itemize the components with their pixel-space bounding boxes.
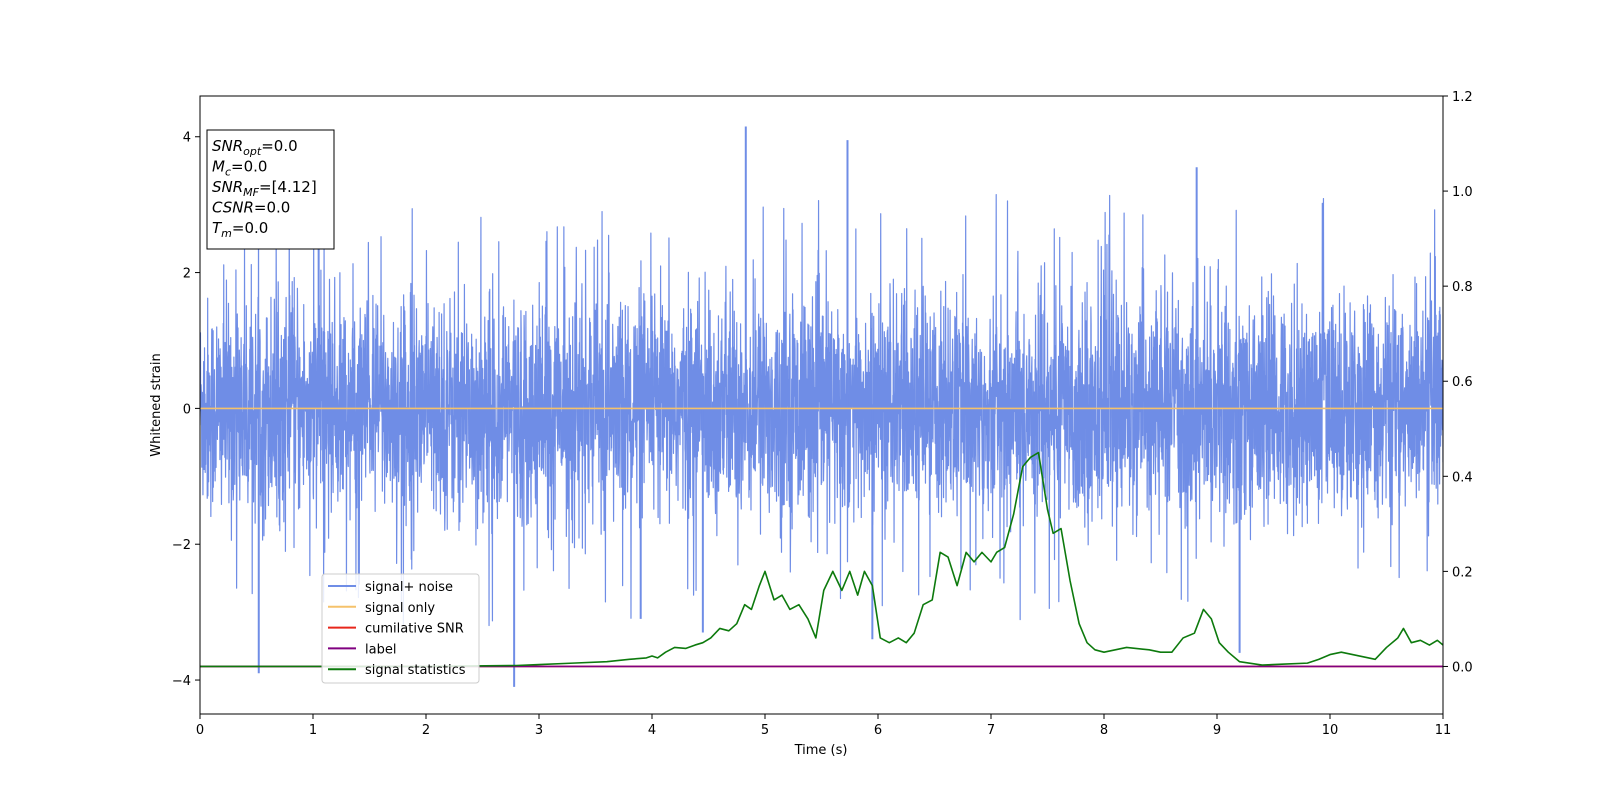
legend: signal+ noise signal only cumilative SNR la… bbox=[321, 573, 480, 684]
x-tick-label: 10 bbox=[1322, 723, 1339, 738]
x-tick-label: 1 bbox=[309, 723, 317, 738]
info-line: Mc=0.0 bbox=[212, 158, 267, 179]
y-tick-label: 4 bbox=[183, 131, 191, 146]
x-tick-label: 2 bbox=[422, 723, 430, 738]
y-tick-label: −4 bbox=[172, 674, 191, 689]
y2-tick-label: 0.2 bbox=[1452, 565, 1473, 580]
y-tick-label: 2 bbox=[183, 267, 191, 282]
y2-tick-label: 0.6 bbox=[1452, 375, 1473, 390]
x-tick-label: 0 bbox=[196, 723, 204, 738]
legend-label: signal only bbox=[365, 601, 435, 616]
y2-tick-label: 0.0 bbox=[1452, 660, 1473, 675]
y2-tick-label: 0.4 bbox=[1452, 470, 1473, 485]
legend-label: signal statistics bbox=[365, 663, 466, 678]
legend-frame bbox=[321, 573, 480, 684]
info-box-frame bbox=[206, 129, 335, 250]
series-signal-statistics bbox=[200, 451, 1443, 668]
info-line: SNRMF=[4.12] bbox=[212, 178, 317, 199]
x-tick-label: 9 bbox=[1213, 723, 1221, 738]
x-axis-label: Time (s) bbox=[794, 743, 848, 758]
x-tick-label: 11 bbox=[1435, 723, 1452, 738]
y-tick-label: −2 bbox=[172, 538, 191, 553]
axes: 0 1 2 3 4 5 6 7 8 9 10 11 −4 −2 0 2 4 0.0 0.2 0.4 0.6 0.8 1.0 1… bbox=[172, 90, 1473, 738]
axes-frame bbox=[199, 95, 1444, 715]
y2-tick-label: 1.0 bbox=[1452, 185, 1473, 200]
info-line: SNRopt=0.0 bbox=[212, 137, 298, 158]
series-signal-noise bbox=[200, 192, 1443, 627]
y-tick-label: 0 bbox=[183, 402, 191, 417]
legend-label: cumilative SNR bbox=[365, 622, 464, 637]
x-tick-label: 8 bbox=[1100, 723, 1108, 738]
y2-tick-label: 1.2 bbox=[1452, 90, 1473, 105]
info-line: CSNR=0.0 bbox=[212, 199, 290, 217]
x-tick-label: 6 bbox=[874, 723, 882, 738]
x-tick-label: 3 bbox=[535, 723, 543, 738]
legend-label: signal+ noise bbox=[365, 580, 453, 595]
y2-tick-label: 0.8 bbox=[1452, 280, 1473, 295]
x-tick-label: 7 bbox=[987, 723, 995, 738]
x-tick-label: 4 bbox=[648, 723, 656, 738]
info-line: Tm=0.0 bbox=[212, 219, 268, 240]
y-axis-label: Whitened strain bbox=[149, 353, 164, 456]
x-tick-label: 5 bbox=[761, 723, 769, 738]
legend-label: label bbox=[365, 642, 396, 657]
